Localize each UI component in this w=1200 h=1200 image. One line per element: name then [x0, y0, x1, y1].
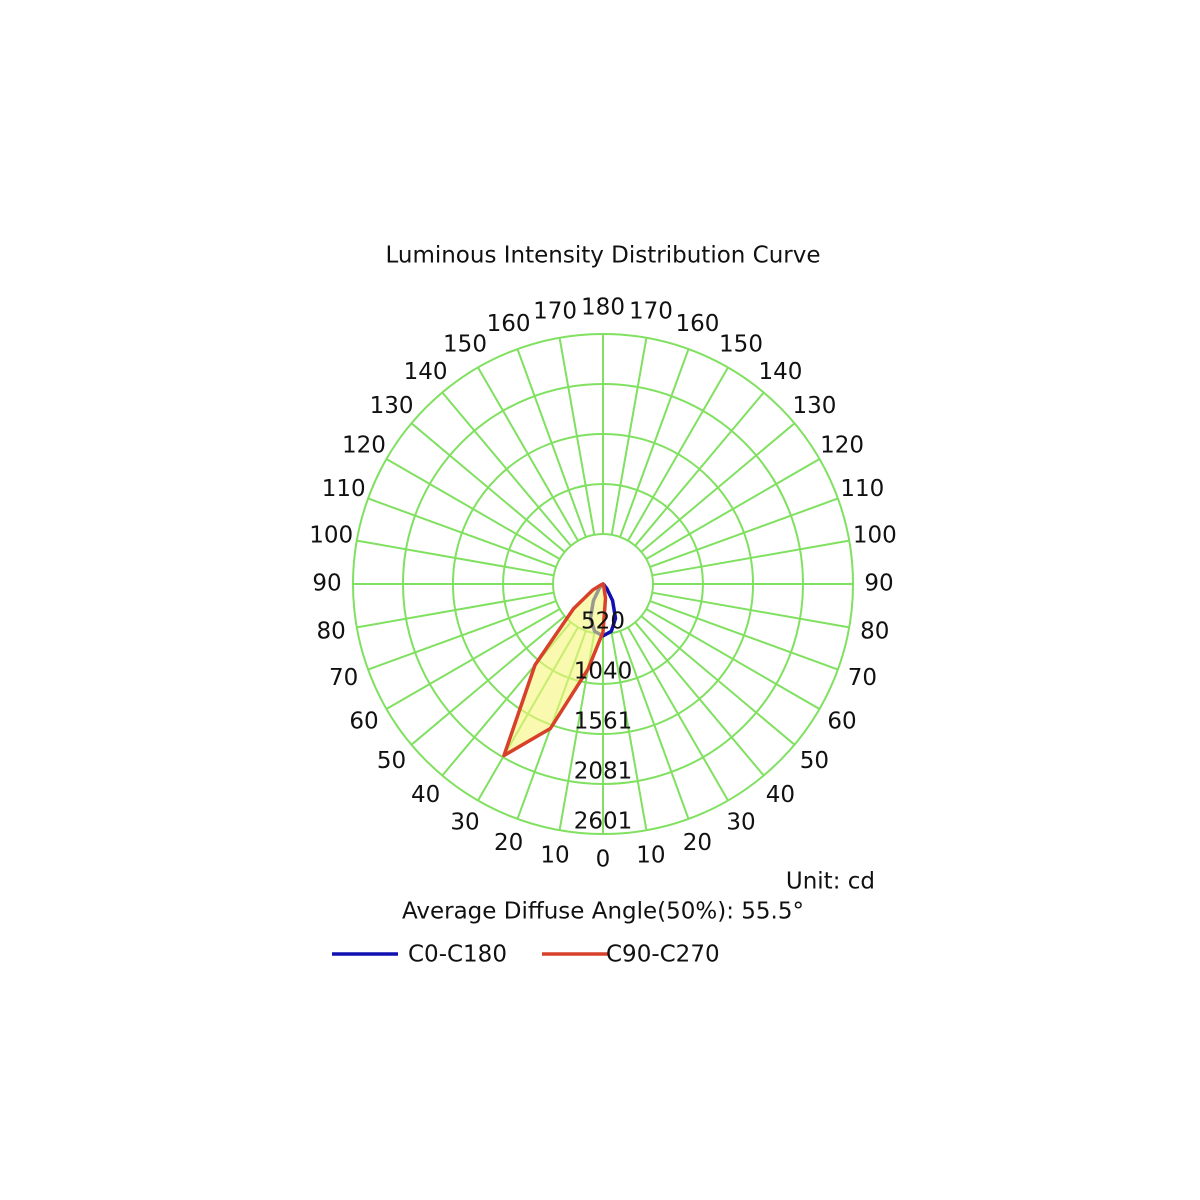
r-tick-label: 520 — [581, 608, 625, 634]
angle-tick-label: 110 — [322, 476, 366, 502]
angle-tick-label: 100 — [853, 523, 897, 549]
curve — [502, 582, 608, 758]
angle-tick-label: 30 — [450, 810, 479, 836]
legend-label: C90-C270 — [606, 942, 720, 968]
ring — [451, 432, 755, 736]
angle-tick-label: 0 — [596, 847, 611, 873]
angle-tick-label: 60 — [827, 709, 856, 735]
angle-tick-label: 110 — [840, 476, 884, 502]
angle-tick-label: 180 — [581, 295, 625, 321]
angle-tick-label: 70 — [329, 665, 358, 691]
ring — [352, 333, 854, 835]
angle-tick-label: 40 — [411, 782, 440, 808]
angle-tick-label: 120 — [342, 433, 386, 459]
angle-tick-label: 20 — [683, 830, 712, 856]
angle-tick-label: 160 — [487, 311, 531, 337]
r-tick-label: 2081 — [574, 759, 633, 785]
r-tick-label: 1561 — [574, 709, 633, 735]
angle-tick-label: 40 — [766, 782, 795, 808]
angle-tick-label: 150 — [443, 331, 487, 357]
r-tick-label: 2601 — [574, 809, 633, 835]
angle-tick-label: 90 — [312, 571, 341, 597]
chart-title: Luminous Intensity Distribution Curve — [385, 243, 820, 269]
angle-tick-label: 120 — [820, 433, 864, 459]
angle-tick-label: 140 — [758, 359, 802, 385]
angle-tick-label: 50 — [377, 748, 406, 774]
legend-label: C0-C180 — [408, 942, 507, 968]
angle-tick-label: 10 — [636, 842, 665, 868]
angle-tick-label: 170 — [533, 299, 577, 325]
angle-tick-label: 90 — [864, 571, 893, 597]
angle-tick-label: 80 — [317, 618, 346, 644]
angle-tick-label: 100 — [309, 523, 353, 549]
angle-tick-label: 170 — [629, 299, 673, 325]
ring — [502, 483, 704, 685]
angle-tick-label: 130 — [792, 393, 836, 419]
angle-tick-label: 140 — [404, 359, 448, 385]
angle-tick-label: 50 — [800, 748, 829, 774]
angle-tick-label: 80 — [860, 618, 889, 644]
unit-label: Unit: cd — [786, 869, 875, 895]
angle-tick-label: 60 — [349, 709, 378, 735]
angle-tick-label: 70 — [848, 665, 877, 691]
angle-tick-label: 30 — [726, 810, 755, 836]
note: Average Diffuse Angle(50%): 55.5° — [402, 899, 804, 925]
angle-tick-label: 160 — [675, 311, 719, 337]
angle-tick-label: 150 — [719, 331, 763, 357]
ring — [401, 382, 805, 786]
angle-tick-label: 20 — [494, 830, 523, 856]
angle-tick-label: 130 — [370, 393, 414, 419]
r-tick-label: 1040 — [574, 658, 633, 684]
angle-tick-label: 10 — [540, 842, 569, 868]
